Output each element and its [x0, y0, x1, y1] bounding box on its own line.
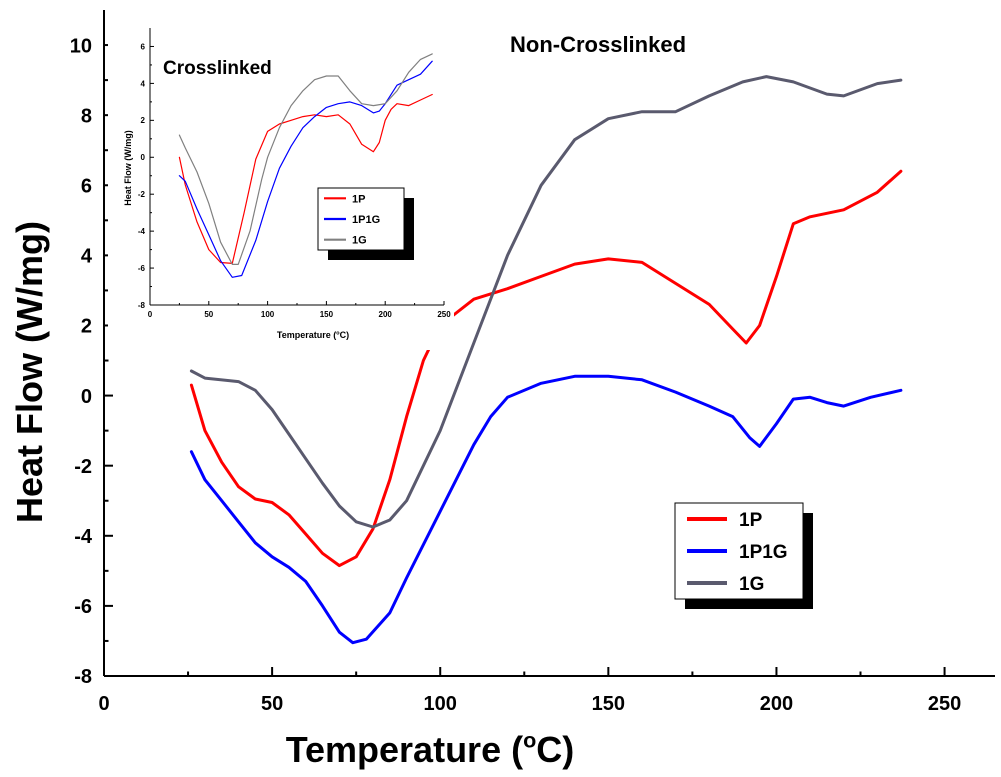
x-tick-label: 0: [148, 310, 153, 319]
main-chart: 0 50 100 150 200 250-8-6-4-20246810Temperatur…: [9, 10, 995, 770]
legend-label-1p1g: 1P1G: [352, 214, 380, 226]
legend-label-1p1g: 1P1G: [739, 542, 788, 563]
legend-label-1g: 1G: [352, 235, 367, 247]
y-tick-label: 10: [70, 35, 92, 57]
x-tick-label: 0: [98, 693, 109, 715]
legend-label-1p: 1P: [352, 193, 365, 205]
inset-background: [108, 14, 454, 350]
series-line-1g: [189, 75, 903, 529]
x-axis-title-main: Temperature (: [277, 330, 336, 340]
y-tick-label: 4: [141, 79, 146, 88]
series-line-1p1g: [178, 60, 433, 278]
x-axis-title-main: Temperature (: [286, 729, 523, 770]
x-tick-label: 200: [379, 310, 393, 319]
x-tick-label: 50: [261, 693, 283, 715]
series-line-1p1g: [189, 374, 903, 645]
y-tick-label: 2: [81, 316, 92, 338]
y-tick-label: 8: [81, 105, 92, 127]
legend-label-1p: 1P: [739, 510, 763, 531]
x-tick-label: 250: [928, 693, 961, 715]
y-tick-label: -6: [138, 264, 146, 273]
x-axis-title: Temperature (oC): [286, 728, 575, 770]
x-tick-label: 50: [204, 310, 213, 319]
annotation-label: Non-Crosslinked: [510, 32, 686, 57]
y-tick-label: 0: [141, 153, 146, 162]
y-axis-title: Heat Flow (W/mg): [123, 130, 133, 206]
x-tick-label: 100: [261, 310, 275, 319]
y-tick-label: 2: [141, 116, 146, 125]
y-tick-label: 0: [81, 386, 92, 408]
y-tick-label: 4: [81, 246, 93, 268]
x-axis-title-sup: o: [336, 330, 340, 336]
y-tick-label: -4: [74, 526, 93, 548]
y-tick-label: 6: [141, 42, 146, 51]
x-tick-label: 250: [437, 310, 451, 319]
y-tick-label: -2: [74, 456, 92, 478]
legend-label-1g: 1G: [739, 574, 764, 595]
x-axis-title: Temperature (oC): [277, 330, 349, 340]
y-axis-title: Heat Flow (W/mg): [9, 221, 50, 523]
legend: 1P 1P1G 1G: [674, 502, 813, 609]
y-tick-label: -4: [138, 227, 146, 236]
x-tick-label: 100: [424, 693, 457, 715]
series-line-1p: [178, 93, 433, 264]
series-line-1g: [178, 53, 433, 265]
annotation-label: Crosslinked: [163, 58, 272, 79]
x-axis-title-suffix: C): [536, 729, 574, 770]
x-tick-label: 150: [592, 693, 625, 715]
legend: 1P 1P1G 1G: [317, 187, 414, 260]
x-tick-label: 150: [320, 310, 334, 319]
series-line-1p: [189, 169, 903, 568]
x-tick-label: 200: [760, 693, 793, 715]
y-tick-label: -8: [138, 301, 146, 310]
x-axis-title-suffix: C): [340, 330, 350, 340]
y-tick-label: -6: [74, 596, 92, 618]
y-tick-label: 6: [81, 175, 92, 197]
y-tick-label: -8: [74, 666, 92, 688]
x-axis-title-sup: o: [523, 728, 536, 753]
inset-chart: 0 50 100 150 200 250 -8 -6 -4 -2 0 2 4 6 Temperature (…: [123, 28, 451, 340]
y-tick-label: -2: [138, 190, 146, 199]
